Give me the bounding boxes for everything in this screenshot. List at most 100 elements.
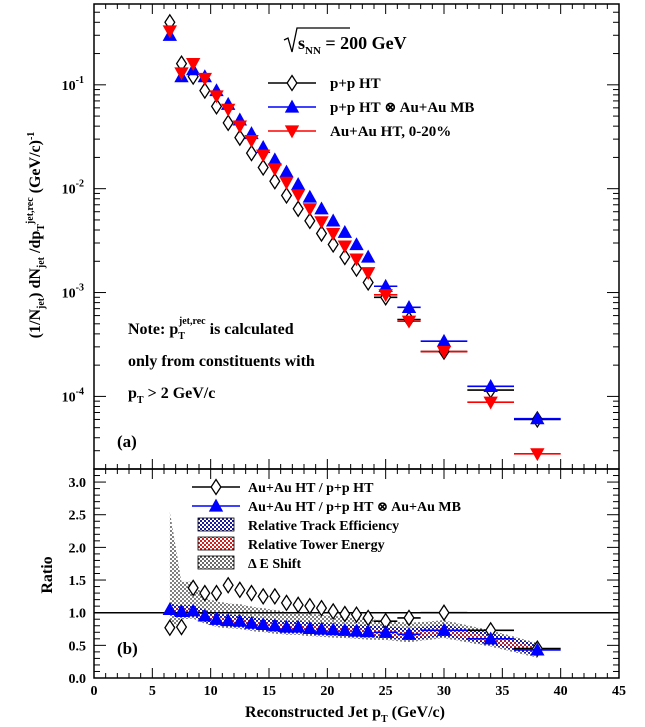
- data-point: [325, 227, 341, 241]
- data-point: [325, 622, 341, 636]
- svg-text:sNN = 200 GeV: sNN = 200 GeV: [298, 33, 407, 57]
- panel-b-ticks: [93, 468, 620, 679]
- panel-b-label: (b): [117, 639, 138, 658]
- legend-label: p+p HT: [330, 76, 381, 92]
- svg-text:pT > 2 GeV/c: pT > 2 GeV/c: [128, 385, 215, 406]
- data-point: [401, 300, 417, 313]
- legend-marker: [284, 99, 300, 113]
- legend-label: Δ E Shift: [248, 557, 301, 572]
- data-point: [199, 584, 211, 602]
- data-point: [339, 605, 351, 623]
- data-point: [360, 624, 376, 638]
- panel-b-y-axis-label: Ratio: [39, 556, 56, 593]
- legend-band-swatch: [197, 517, 235, 532]
- y-tick-label: 0.0: [69, 672, 87, 687]
- data-point: [360, 267, 376, 281]
- data-point: [314, 216, 329, 230]
- data-point: [175, 618, 188, 636]
- legend-label: Au+Au HT, 0-20%: [330, 124, 451, 140]
- legend-label: Relative Tower Energy: [248, 538, 385, 553]
- legend-band-swatch: [197, 555, 235, 570]
- data-point: [199, 81, 211, 100]
- data-point: [304, 212, 316, 230]
- data-point: [483, 379, 498, 392]
- panel-b-markers: [162, 576, 561, 658]
- data-point: [337, 240, 353, 254]
- x-tick-label: 30: [437, 684, 451, 699]
- data-point: [292, 200, 304, 218]
- data-point: [337, 225, 353, 238]
- y-tick-label: 3.0: [69, 476, 87, 491]
- x-tick-label: 25: [379, 684, 393, 699]
- x-tick-label: 5: [149, 684, 156, 699]
- data-point: [314, 621, 329, 635]
- data-point: [269, 172, 281, 190]
- x-tick-labels: 0 5 10 15 20 25 30 35 40 45: [91, 684, 627, 699]
- data-point: [257, 158, 269, 177]
- x-tick-label: 15: [262, 684, 276, 699]
- data-point: [304, 597, 316, 615]
- x-tick-label: 40: [554, 684, 568, 699]
- data-point: [234, 581, 246, 599]
- data-point: [436, 346, 452, 359]
- data-point: [302, 189, 318, 203]
- data-point: [483, 631, 498, 645]
- data-point: [222, 576, 234, 594]
- data-point: [245, 144, 258, 162]
- y-tick-label: 10-2: [62, 179, 84, 198]
- data-point: [255, 617, 271, 631]
- data-point: [174, 67, 189, 81]
- legend-marker: [286, 74, 298, 92]
- legend-marker: [210, 478, 222, 496]
- data-point: [325, 213, 341, 227]
- data-point: [350, 259, 363, 278]
- data-point: [350, 605, 363, 624]
- panel-b-legend: Au+Au HT / p+p HT Au+Au HT / p+p HT ⊗ Au+…: [192, 478, 461, 572]
- data-point: [209, 90, 224, 104]
- panel-b: 0.0 0.5 1.0 1.5 2.0 2.5 3.0 0 5 10 15 20 25 30 35 40 45…: [39, 468, 627, 725]
- data-point: [378, 624, 393, 638]
- data-point: [174, 604, 189, 617]
- legend-label: p+p HT ⊗ Au+Au MB: [330, 100, 474, 116]
- x-tick-label: 35: [495, 684, 509, 699]
- data-point: [255, 149, 271, 163]
- data-point: [339, 248, 351, 266]
- data-point: [244, 135, 259, 148]
- data-point: [436, 622, 452, 636]
- data-point: [403, 609, 415, 627]
- data-point: [245, 584, 258, 602]
- energy-label: sNN = 200 GeV: [283, 27, 407, 57]
- svg-text:Note: pTjet,rec is calculated: Note: pTjet,rec is calculated: [128, 316, 294, 342]
- data-point: [360, 249, 376, 263]
- data-point: [267, 152, 283, 166]
- panel-a-ticks: [93, 4, 620, 470]
- x-tick-label: 0: [91, 684, 98, 699]
- panel-a: 10-4 10-3 10-2 10-1 (1/Njet) dNjet /dpTjet,…: [25, 3, 620, 470]
- data-point: [280, 594, 293, 612]
- data-point: [232, 120, 248, 134]
- y-tick-label: 0.5: [69, 639, 87, 654]
- data-point: [269, 587, 281, 606]
- data-point: [349, 623, 364, 637]
- data-point: [337, 622, 353, 636]
- data-point: [197, 608, 213, 622]
- data-point: [530, 642, 545, 656]
- data-point: [232, 613, 248, 627]
- legend-marker: [208, 498, 224, 512]
- data-point: [315, 599, 328, 617]
- data-point: [302, 621, 318, 634]
- data-point: [483, 396, 498, 410]
- data-point: [327, 602, 339, 621]
- data-point: [401, 315, 417, 329]
- data-point: [222, 114, 234, 132]
- data-point: [290, 189, 306, 203]
- panel-a-label: (a): [117, 432, 137, 451]
- data-point: [267, 618, 283, 632]
- data-point: [244, 615, 259, 629]
- legend-label: Au+Au HT / p+p HT ⊗ Au+Au MB: [248, 500, 461, 515]
- data-point: [401, 626, 417, 640]
- svg-text:only from constituents with: only from constituents with: [128, 353, 315, 370]
- y-tick-label: 10-3: [62, 283, 84, 302]
- x-tick-label: 45: [612, 684, 626, 699]
